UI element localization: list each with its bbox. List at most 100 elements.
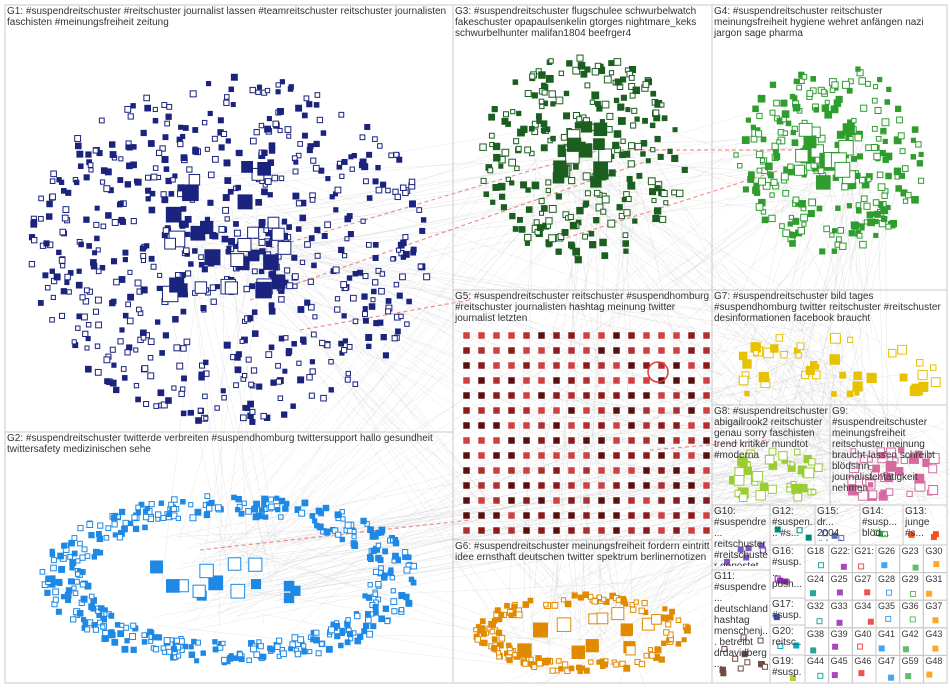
node [505,121,511,127]
group-label: G31 [925,573,943,584]
edge [589,496,823,610]
node [297,306,305,313]
node [276,637,283,644]
node [522,436,531,445]
node [235,184,242,191]
node [583,667,590,674]
node [364,123,371,131]
node [324,221,331,229]
node [600,208,607,215]
node [532,622,548,638]
node [627,451,636,460]
node [642,451,651,460]
node [739,493,748,503]
node [808,458,816,466]
node [613,661,620,668]
node [868,490,878,500]
node [230,73,238,81]
node [160,401,168,409]
node [220,130,228,138]
node [294,506,302,513]
node [121,375,128,381]
edge [197,210,259,602]
edge [271,174,767,540]
node [914,473,925,484]
node [295,104,303,112]
edge [734,459,845,504]
node [612,496,621,505]
edge [192,274,268,561]
node [189,514,197,522]
node [69,559,77,566]
node [85,365,92,373]
node [396,156,403,163]
node [538,98,545,105]
node [275,82,281,88]
node [911,383,920,392]
node [657,376,666,385]
node [148,206,156,214]
node [181,375,187,382]
node [522,466,531,475]
edge [534,501,886,610]
node [617,117,626,125]
node [916,359,924,367]
node [584,66,591,73]
edge [222,142,509,549]
node [173,344,181,352]
node [884,473,893,483]
node [295,200,303,207]
node [397,241,405,249]
node [280,650,287,658]
node [545,223,552,229]
node [234,366,242,374]
node [897,344,907,355]
node [758,371,769,383]
edge [225,198,569,611]
node [859,454,868,463]
node [582,481,591,490]
node [235,495,242,503]
node [858,563,865,570]
node [396,292,403,299]
node [789,240,796,247]
node [126,162,133,170]
node [382,605,390,612]
node [558,70,565,77]
node [360,218,366,224]
node [864,589,871,596]
node [810,489,817,495]
group-label: G3: #suspendreitschuster flugschulee sch… [455,6,697,39]
node [681,166,688,174]
node [50,564,57,572]
node [831,672,838,679]
node [364,611,371,617]
node [92,626,99,633]
node [75,281,83,289]
node [133,178,139,184]
node [214,284,220,290]
node [815,175,831,190]
node [95,321,102,329]
node [361,628,368,635]
node [652,109,660,117]
node [99,264,106,271]
edge [248,198,543,278]
node [623,209,631,217]
node [909,590,916,597]
node [477,376,486,385]
node [627,346,636,355]
node [277,107,284,115]
node [522,361,531,370]
node [249,418,256,425]
node [627,376,636,385]
node [795,148,809,163]
edge-highlight [249,159,651,301]
node [638,660,646,668]
node [56,249,62,256]
node [346,630,353,637]
node [135,509,142,516]
node [479,640,485,646]
node [552,376,561,385]
edge [586,314,757,471]
